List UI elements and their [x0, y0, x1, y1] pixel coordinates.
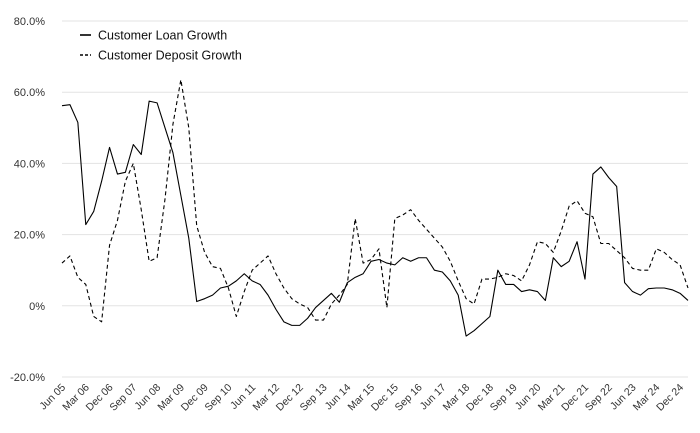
- y-axis: -20.0% 0% 20.0% 40.0% 60.0% 80.0%: [10, 16, 45, 384]
- y-tick-label: 60.0%: [14, 87, 45, 99]
- y-tick-label: 20.0%: [14, 230, 45, 242]
- series-lines: [61, 79, 689, 337]
- x-tick-label: Sep 16: [393, 382, 425, 414]
- x-tick-label: Sep 10: [203, 382, 235, 414]
- x-tick-label: Sep 07: [107, 382, 139, 414]
- legend-label: Customer Deposit Growth: [98, 49, 242, 63]
- legend: Customer Loan Growth Customer Deposit Gro…: [80, 29, 242, 63]
- y-tick-label: 80.0%: [14, 16, 45, 28]
- x-tick-label: Sep 19: [488, 382, 520, 414]
- series-line-customer-deposit-growth: [61, 79, 689, 323]
- gridlines: [62, 20, 688, 378]
- y-tick-label: 40.0%: [14, 158, 45, 170]
- x-tick-label: Sep 13: [298, 382, 330, 414]
- legend-label: Customer Loan Growth: [98, 29, 227, 43]
- x-tick-label: Dec 24: [654, 382, 686, 414]
- series-line-customer-loan-growth: [61, 100, 689, 337]
- y-tick-label: 0%: [29, 301, 45, 313]
- x-tick-label: Sep 22: [583, 382, 615, 414]
- y-tick-label: -20.0%: [10, 372, 45, 384]
